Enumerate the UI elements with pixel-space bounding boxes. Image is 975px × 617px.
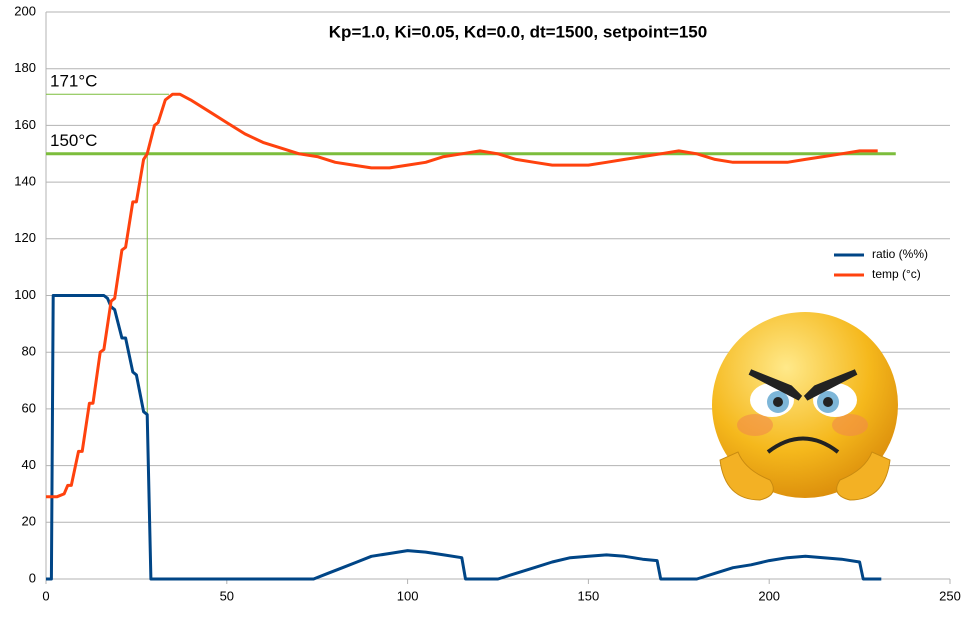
annotation: 171°C <box>50 72 97 91</box>
series-line <box>46 92 878 499</box>
chart-title: Kp=1.0, Ki=0.05, Kd=0.0, dt=1500, setpoi… <box>329 22 707 41</box>
x-tick-label: 250 <box>939 588 961 603</box>
legend-label: ratio (%%) <box>872 247 928 261</box>
y-tick-label: 100 <box>14 287 36 302</box>
series-line <box>46 294 882 581</box>
y-tick-label: 140 <box>14 174 36 189</box>
y-tick-label: 180 <box>14 60 36 75</box>
y-tick-label: 20 <box>22 514 36 529</box>
y-tick-label: 40 <box>22 457 36 472</box>
y-tick-label: 0 <box>29 570 36 585</box>
x-tick-label: 100 <box>397 588 419 603</box>
annotation: 150°C <box>50 131 97 150</box>
emoji <box>712 312 898 501</box>
y-tick-label: 80 <box>22 344 36 359</box>
x-tick-label: 0 <box>42 588 49 603</box>
x-tick-label: 150 <box>578 588 600 603</box>
y-tick-label: 160 <box>14 117 36 132</box>
y-tick-label: 60 <box>22 400 36 415</box>
y-tick-label: 120 <box>14 230 36 245</box>
legend-label: temp (°c) <box>872 267 921 281</box>
x-tick-label: 50 <box>220 588 234 603</box>
x-tick-label: 200 <box>758 588 780 603</box>
y-tick-label: 200 <box>14 3 36 18</box>
